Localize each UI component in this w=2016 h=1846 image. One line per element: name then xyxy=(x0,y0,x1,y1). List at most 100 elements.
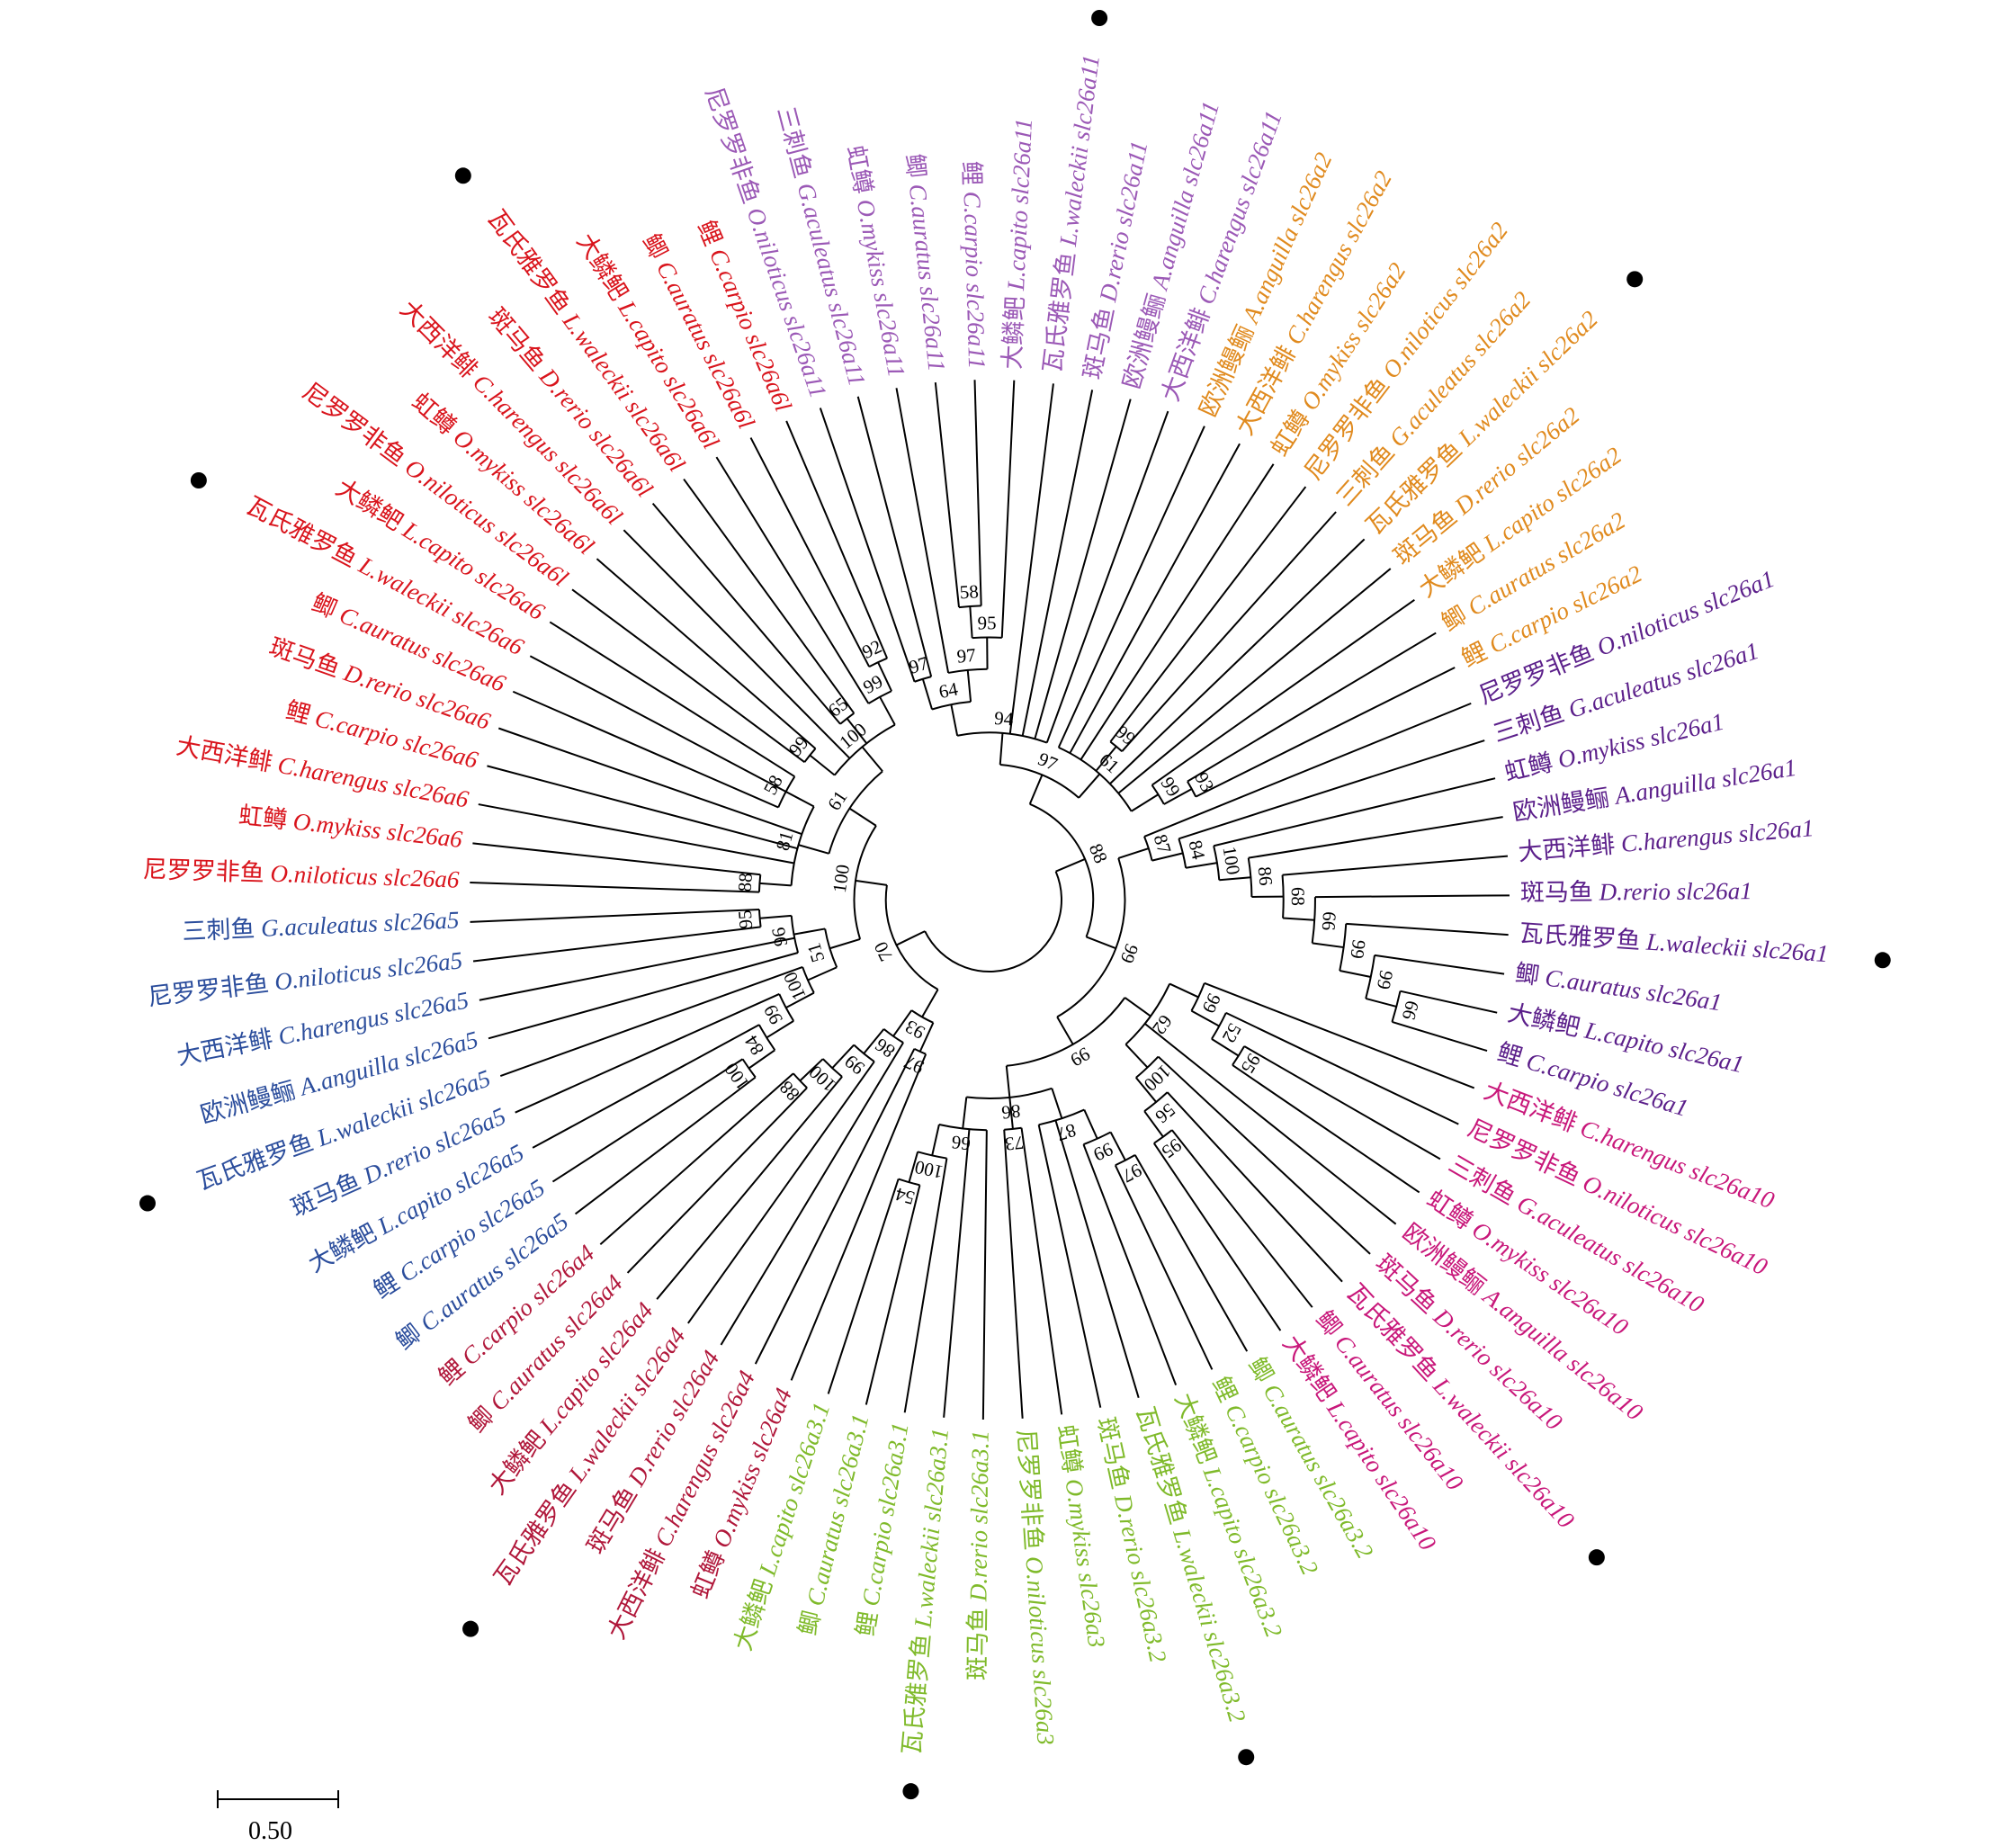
branch-arc xyxy=(1151,784,1165,805)
branch-radial xyxy=(785,991,815,1009)
branch-radial xyxy=(931,1124,940,1156)
leaf-common-name: 欧洲鳗鲡 xyxy=(1511,783,1617,826)
branch-radial xyxy=(749,437,871,668)
bootstrap-value: 97 xyxy=(900,1051,927,1079)
branch-arc xyxy=(914,676,932,683)
branch-radial xyxy=(470,909,760,923)
branch-radial xyxy=(829,937,861,950)
scale-bar: 0.50 xyxy=(217,1790,339,1845)
marker-dot xyxy=(462,1620,479,1637)
branch-radial xyxy=(499,966,803,1078)
branch-radial xyxy=(683,478,856,714)
branch-radial xyxy=(497,727,802,836)
branch-radial xyxy=(1190,1009,1220,1027)
leaf-common-name: 斑马鱼 xyxy=(1092,1415,1135,1498)
bootstrap-value: 97 xyxy=(956,644,977,668)
branch-radial xyxy=(892,1009,913,1037)
branch-radial xyxy=(966,669,972,703)
leaf-species-gene: D.rerio slc26a10 xyxy=(1428,1303,1568,1436)
branch-radial xyxy=(861,746,883,772)
branch-radial xyxy=(785,791,815,808)
leaf-label: 斑马鱼 D.rerio slc26a3.1 xyxy=(963,1430,993,1680)
branch-arc xyxy=(1213,846,1221,881)
leaf-common-name: 斑马鱼 xyxy=(1079,299,1121,381)
leaf-common-name: 虹鳟 xyxy=(686,1541,732,1602)
bootstrap-value: 95 xyxy=(1237,1050,1265,1078)
bootstrap-value: 97 xyxy=(907,652,931,678)
branch-radial xyxy=(896,930,926,946)
branch-radial xyxy=(1282,917,1315,921)
leaf-common-name: 瓦氏雅罗鱼 xyxy=(898,1626,936,1756)
bootstrap-value: 87 xyxy=(1054,1119,1079,1145)
branch-arc xyxy=(947,668,988,674)
leaf-species-gene: O.niloticus slc26a5 xyxy=(273,946,464,996)
leaf-common-name: 斑马鱼 xyxy=(963,1601,991,1680)
leaf-common-name: 大西洋鲱 xyxy=(175,732,281,778)
bootstrap-value: 95 xyxy=(734,910,757,930)
leaf-common-name: 虹鳟 xyxy=(1053,1423,1087,1481)
branch-radial xyxy=(1312,942,1344,949)
leaf-species-gene: O.mykiss slc26a3 xyxy=(1060,1477,1110,1649)
branch-radial xyxy=(512,690,779,809)
branch-arc xyxy=(802,966,815,994)
branch-radial xyxy=(1056,1016,1074,1045)
leaf-species-gene: C.harengus slc26a1 xyxy=(1620,814,1815,857)
branch-arc xyxy=(757,874,762,892)
bootstrap-value: 66 xyxy=(1318,911,1340,931)
branch-radial xyxy=(1282,855,1509,876)
branch-radial xyxy=(877,661,892,692)
leaf-common-name: 斑马鱼 xyxy=(483,303,555,381)
leaf-common-name: 虹鳟 xyxy=(237,802,295,834)
branch-radial xyxy=(623,529,851,759)
branch-arc xyxy=(1339,923,1348,972)
bootstrap-value: 99 xyxy=(1197,990,1225,1017)
leaf-common-name: 大西洋鲱 xyxy=(1517,830,1622,866)
branch-radial xyxy=(1143,1110,1164,1138)
branch-radial xyxy=(798,844,829,855)
branch-arc xyxy=(924,871,1062,973)
branch-radial xyxy=(1346,922,1509,936)
marker-dot xyxy=(139,1195,156,1212)
branch-radial xyxy=(807,966,838,981)
branch-radial xyxy=(903,1158,948,1413)
branch-radial xyxy=(1195,667,1456,798)
branch-radial xyxy=(921,989,939,1017)
leaf-common-name: 大鳞鲃 xyxy=(571,229,636,309)
branch-arc xyxy=(828,770,883,855)
scale-bar-label: 0.50 xyxy=(248,1817,292,1845)
leaf-common-name: 尼罗罗非鱼 xyxy=(1012,1429,1047,1557)
leaf-species-gene: G.aculeatus slc26a10 xyxy=(1512,1190,1708,1319)
bootstrap-value: 99 xyxy=(1090,1138,1116,1166)
branch-radial xyxy=(790,1053,927,1381)
leaf-species-gene: O.niloticus slc26a2 xyxy=(1377,217,1513,383)
leaf-common-name: 大西洋鲱 xyxy=(395,295,487,388)
branch-radial xyxy=(1151,599,1415,786)
leaf-species-gene: G.aculeatus slc26a5 xyxy=(260,907,460,942)
branch-radial xyxy=(1124,997,1151,1017)
branch-radial xyxy=(1109,538,1366,784)
branch-radial xyxy=(626,1087,808,1274)
branch-radial xyxy=(470,882,759,893)
branch-radial xyxy=(1133,1154,1249,1352)
leaf-common-name: 瓦氏雅罗鱼 xyxy=(1519,919,1647,955)
tree-branches xyxy=(470,380,1510,1420)
bootstrap-value: 52 xyxy=(1218,1019,1246,1046)
leaf-label: 大鳞鲃 L.capito slc26a11 xyxy=(999,118,1037,370)
branch-radial xyxy=(1365,997,1397,1008)
branch-radial xyxy=(515,992,780,1114)
branch-radial xyxy=(1069,443,1241,754)
leaf-label: 斑马鱼 D.rerio slc26a1 xyxy=(1520,877,1752,906)
branch-radial xyxy=(1109,1132,1126,1161)
leaf-species-gene: L.waleckii slc26a2 xyxy=(1452,306,1602,453)
branch-radial xyxy=(1157,1055,1371,1255)
bootstrap-value: 66 xyxy=(1398,999,1424,1022)
leaf-common-name: 三刺鱼 xyxy=(1490,698,1573,748)
leaf-common-name: 斑马鱼 xyxy=(1520,879,1599,907)
branch-radial xyxy=(934,382,960,608)
leaf-label: 三刺鱼 G.aculeatus slc26a5 xyxy=(182,907,460,945)
branch-radial xyxy=(1057,426,1205,748)
branch-radial xyxy=(1374,954,1505,975)
branch-radial xyxy=(651,502,841,725)
leaf-common-name: 斑马鱼 xyxy=(266,633,350,685)
leaf-common-name: 虹鳟 xyxy=(1502,748,1562,786)
